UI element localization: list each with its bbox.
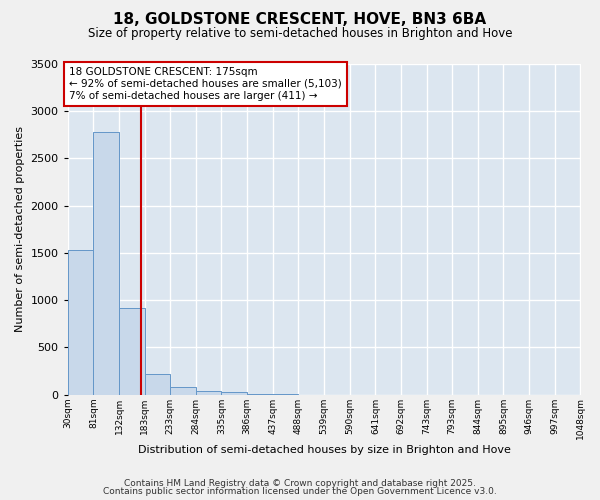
Bar <box>68 250 94 394</box>
Bar <box>170 386 196 394</box>
Y-axis label: Number of semi-detached properties: Number of semi-detached properties <box>15 126 25 332</box>
X-axis label: Distribution of semi-detached houses by size in Brighton and Hove: Distribution of semi-detached houses by … <box>137 445 511 455</box>
Bar <box>119 308 145 394</box>
Text: Contains HM Land Registry data © Crown copyright and database right 2025.: Contains HM Land Registry data © Crown c… <box>124 478 476 488</box>
Text: Size of property relative to semi-detached houses in Brighton and Hove: Size of property relative to semi-detach… <box>88 28 512 40</box>
Bar <box>145 374 170 394</box>
Bar <box>94 132 119 394</box>
Text: 18 GOLDSTONE CRESCENT: 175sqm
← 92% of semi-detached houses are smaller (5,103)
: 18 GOLDSTONE CRESCENT: 175sqm ← 92% of s… <box>69 68 341 100</box>
Text: Contains public sector information licensed under the Open Government Licence v3: Contains public sector information licen… <box>103 487 497 496</box>
Text: 18, GOLDSTONE CRESCENT, HOVE, BN3 6BA: 18, GOLDSTONE CRESCENT, HOVE, BN3 6BA <box>113 12 487 28</box>
Bar <box>196 392 221 394</box>
Bar <box>221 392 247 394</box>
